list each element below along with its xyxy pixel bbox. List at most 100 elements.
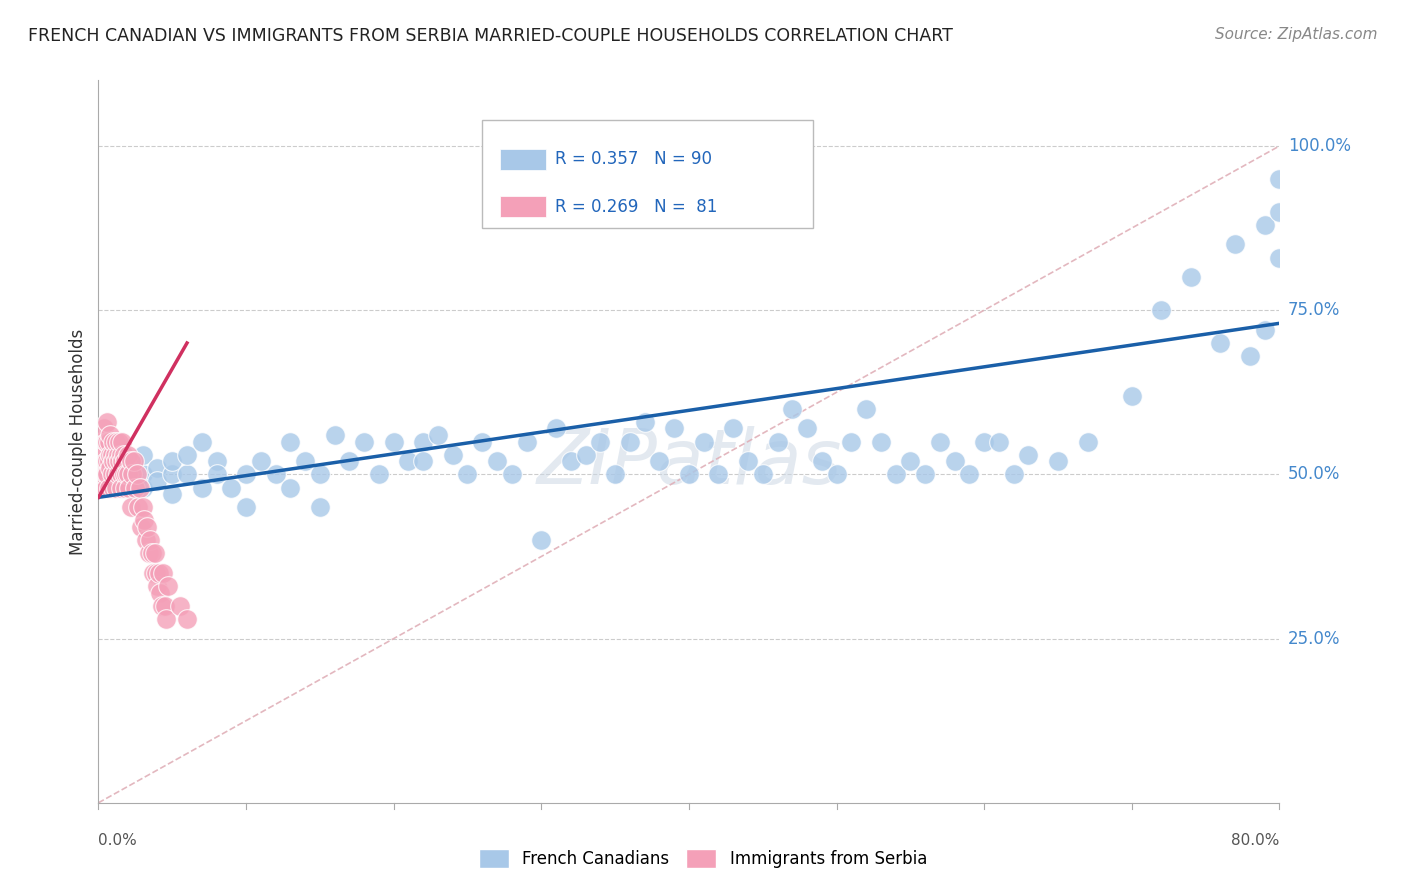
Point bbox=[103, 481, 125, 495]
Point bbox=[605, 467, 627, 482]
Point bbox=[1180, 270, 1202, 285]
Point bbox=[93, 421, 115, 435]
Point bbox=[221, 481, 243, 495]
Point bbox=[471, 434, 494, 449]
Point bbox=[546, 421, 568, 435]
Point bbox=[103, 467, 125, 482]
Point bbox=[1239, 349, 1261, 363]
Point bbox=[146, 579, 169, 593]
Point bbox=[782, 401, 804, 416]
Point bbox=[117, 454, 139, 468]
Point bbox=[103, 434, 125, 449]
Point bbox=[280, 481, 302, 495]
Point bbox=[737, 454, 759, 468]
Point bbox=[152, 566, 174, 580]
Point bbox=[1077, 434, 1099, 449]
Point bbox=[103, 454, 125, 468]
Point bbox=[855, 401, 877, 416]
Point bbox=[205, 467, 228, 482]
Point bbox=[707, 467, 730, 482]
Point bbox=[176, 467, 198, 482]
Point bbox=[250, 454, 273, 468]
Point bbox=[1150, 303, 1173, 318]
Point bbox=[118, 481, 141, 495]
Point bbox=[132, 500, 155, 515]
Point bbox=[1254, 323, 1277, 337]
Point bbox=[1254, 218, 1277, 232]
Point bbox=[162, 467, 183, 482]
Point bbox=[112, 467, 135, 482]
Point bbox=[108, 434, 131, 449]
Text: 80.0%: 80.0% bbox=[1232, 833, 1279, 848]
Point bbox=[93, 460, 115, 475]
Point bbox=[870, 434, 893, 449]
Point bbox=[105, 454, 128, 468]
Point bbox=[900, 454, 922, 468]
Point bbox=[141, 546, 163, 560]
Point bbox=[339, 454, 361, 468]
Point bbox=[150, 599, 173, 613]
Point bbox=[96, 434, 118, 449]
Point bbox=[145, 566, 167, 580]
Point bbox=[294, 454, 316, 468]
Text: 0.0%: 0.0% bbox=[98, 833, 138, 848]
Point bbox=[457, 467, 479, 482]
Point bbox=[132, 448, 155, 462]
Point bbox=[486, 454, 509, 468]
Point bbox=[530, 533, 553, 547]
Point bbox=[98, 460, 121, 475]
Point bbox=[96, 415, 118, 429]
Point bbox=[97, 434, 120, 449]
Point bbox=[205, 454, 228, 468]
Point bbox=[110, 448, 132, 462]
Point bbox=[1046, 454, 1070, 468]
Point bbox=[412, 434, 434, 449]
Point bbox=[107, 448, 129, 462]
Point bbox=[560, 454, 582, 468]
Point bbox=[1018, 448, 1040, 462]
Point bbox=[959, 467, 981, 482]
Legend: French Canadians, Immigrants from Serbia: French Canadians, Immigrants from Serbia bbox=[472, 843, 934, 875]
Text: R = 0.357   N = 90: R = 0.357 N = 90 bbox=[555, 150, 713, 168]
Point bbox=[110, 481, 132, 495]
Point bbox=[810, 454, 832, 468]
Point bbox=[766, 434, 789, 449]
Point bbox=[501, 467, 523, 482]
Point bbox=[117, 467, 139, 482]
Point bbox=[97, 481, 120, 495]
Point bbox=[110, 467, 132, 482]
Point bbox=[176, 612, 198, 626]
Point bbox=[122, 454, 145, 468]
Point bbox=[142, 566, 165, 580]
Point bbox=[96, 467, 118, 482]
Text: 50.0%: 50.0% bbox=[1288, 466, 1340, 483]
Point bbox=[98, 428, 121, 442]
Text: FRENCH CANADIAN VS IMMIGRANTS FROM SERBIA MARRIED-COUPLE HOUSEHOLDS CORRELATION : FRENCH CANADIAN VS IMMIGRANTS FROM SERBI… bbox=[28, 27, 953, 45]
Point bbox=[516, 434, 538, 449]
Point bbox=[825, 467, 848, 482]
Point bbox=[114, 481, 136, 495]
Point bbox=[943, 454, 966, 468]
Point bbox=[648, 454, 671, 468]
Point bbox=[94, 467, 117, 482]
Point bbox=[112, 448, 135, 462]
Point bbox=[90, 448, 112, 462]
Point bbox=[589, 434, 612, 449]
FancyBboxPatch shape bbox=[501, 149, 546, 169]
Text: ZIPatlas: ZIPatlas bbox=[536, 426, 842, 500]
Point bbox=[309, 467, 332, 482]
Point bbox=[988, 434, 1011, 449]
Point bbox=[398, 454, 420, 468]
Point bbox=[1268, 251, 1291, 265]
Point bbox=[91, 454, 114, 468]
Point bbox=[115, 467, 138, 482]
Point bbox=[1209, 336, 1232, 351]
Point bbox=[368, 467, 391, 482]
Point bbox=[1268, 204, 1291, 219]
Point bbox=[90, 434, 112, 449]
Point bbox=[156, 579, 179, 593]
Point bbox=[136, 520, 159, 534]
Point bbox=[155, 612, 177, 626]
Point bbox=[382, 434, 405, 449]
Point bbox=[191, 434, 214, 449]
